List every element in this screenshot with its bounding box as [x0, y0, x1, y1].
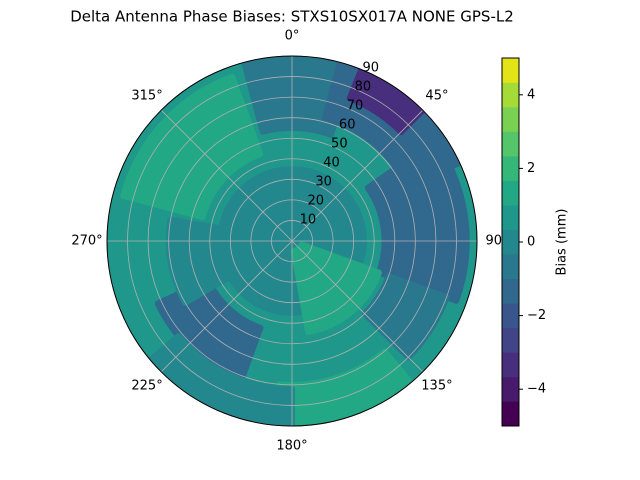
- az-tick-label: 270°: [71, 234, 102, 249]
- colorbar-band: [501, 303, 520, 329]
- r-tick-label: 60: [339, 118, 356, 133]
- az-tick-label: 45°: [425, 89, 448, 104]
- plot-border: [106, 55, 478, 427]
- grid-spoke: [291, 240, 424, 373]
- r-tick-label: 80: [355, 80, 372, 95]
- r-tick-label: 90: [363, 61, 380, 76]
- r-tick-label: 40: [323, 156, 340, 171]
- chart-title: Delta Antenna Phase Biases: STXS10SX017A…: [70, 8, 514, 26]
- contour-region: [290, 241, 382, 336]
- r-tick-label: 70: [347, 99, 364, 114]
- colorbar-band: [501, 204, 520, 230]
- colorbar-band: [501, 229, 520, 255]
- colorbar-tick-label: −4: [527, 382, 546, 397]
- grid-spoke: [160, 240, 293, 373]
- az-tick-label: 180°: [276, 439, 307, 454]
- polar-plot: 1020304050607080900°45°90°135°180°225°27…: [71, 29, 508, 454]
- grid-spoke: [160, 109, 293, 242]
- az-tick-label: 135°: [421, 378, 452, 393]
- colorbar-tick-label: 2: [527, 161, 535, 176]
- az-tick-label: 0°: [285, 29, 300, 44]
- r-tick-label: 20: [307, 194, 324, 209]
- colorbar: −4 −2 0 2 4: [501, 57, 546, 427]
- colorbar-band: [501, 376, 520, 402]
- colorbar-band: [501, 401, 520, 427]
- colorbar-tick-label: 4: [527, 87, 535, 102]
- az-tick-label: 225°: [131, 378, 162, 393]
- colorbar-band: [501, 327, 520, 353]
- colorbar-label: Bias (mm): [555, 209, 570, 276]
- grid-spoke: [291, 109, 424, 242]
- colorbar-tick-label: 0: [527, 235, 535, 250]
- r-tick-label: 30: [315, 175, 332, 190]
- colorbar-band: [501, 57, 520, 83]
- colorbar-band: [501, 131, 520, 157]
- colorbar-band: [501, 278, 520, 304]
- r-tick-label: 10: [300, 213, 317, 228]
- colorbar-band: [501, 82, 520, 108]
- colorbar-band: [501, 352, 520, 378]
- colorbar-band: [501, 106, 520, 132]
- r-tick-label: 50: [331, 137, 348, 152]
- colorbar-band: [501, 254, 520, 280]
- contour-region: [120, 73, 264, 221]
- colorbar-band: [501, 155, 520, 181]
- colorbar-tick-label: −2: [527, 308, 546, 323]
- az-tick-label: 315°: [131, 89, 162, 104]
- colorbar-band: [501, 180, 520, 206]
